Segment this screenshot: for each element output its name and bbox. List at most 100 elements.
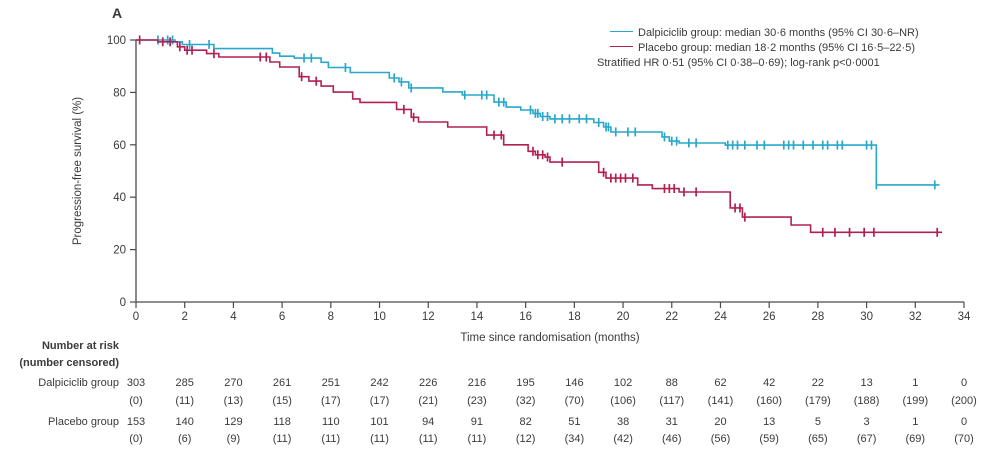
risk-censored: (56) <box>710 433 731 445</box>
risk-censored: (11) <box>370 433 389 445</box>
risk-censored: (23) <box>467 395 487 407</box>
x-tick-label: 24 <box>714 311 727 323</box>
risk-count: 91 <box>470 416 484 428</box>
risk-censored: (17) <box>369 395 390 407</box>
x-tick-label: 2 <box>182 311 188 323</box>
x-tick-label: 12 <box>422 311 435 323</box>
x-tick-label: 32 <box>909 311 922 323</box>
x-tick-label: 6 <box>279 311 285 323</box>
x-tick-label: 28 <box>811 311 824 323</box>
risk-censored: (199) <box>902 395 929 407</box>
risk-censored: (32) <box>515 395 536 407</box>
risk-count: 270 <box>224 377 243 389</box>
risk-censored: (17) <box>321 395 341 407</box>
risk-count: 31 <box>665 416 678 428</box>
risk-censored: (67) <box>856 433 877 445</box>
risk-count: 0 <box>960 416 968 428</box>
risk-row-label: Dalpiciclib group <box>38 377 119 389</box>
survival-curve-placebo <box>136 39 943 234</box>
risk-count: 13 <box>860 377 873 389</box>
risk-censored: (12) <box>515 433 536 445</box>
y-tick-label: 40 <box>113 192 126 204</box>
risk-count: 38 <box>616 416 630 428</box>
placebo-line-swatch <box>610 46 633 48</box>
risk-censored: (0) <box>129 395 143 407</box>
risk-table-subtitle: (number censored) <box>19 357 119 369</box>
risk-censored: (21) <box>418 395 438 407</box>
risk-censored: (15) <box>272 395 292 407</box>
risk-censored: (0) <box>129 433 143 445</box>
risk-count: 285 <box>175 377 194 389</box>
risk-count: 13 <box>763 416 776 428</box>
risk-censored: (70) <box>954 433 974 445</box>
risk-censored: (6) <box>177 433 192 445</box>
legend-placebo-label: Placebo group: median 18·2 months (95% C… <box>638 42 915 54</box>
dalpiciclib-line-swatch <box>610 31 633 33</box>
risk-count: 261 <box>272 377 292 389</box>
legend-stats-label: Stratified HR 0·51 (95% CI 0·38–0·69); l… <box>597 57 880 69</box>
risk-count: 62 <box>714 377 727 389</box>
risk-count: 88 <box>665 377 678 389</box>
risk-censored: (9) <box>226 433 241 445</box>
x-tick-label: 4 <box>230 311 237 323</box>
risk-count: 82 <box>519 416 532 428</box>
risk-count: 0 <box>960 377 968 389</box>
risk-censored: (188) <box>853 395 880 407</box>
risk-censored: (117) <box>659 395 685 407</box>
risk-row-label: Placebo group <box>48 416 119 428</box>
legend: Dalpiciclib group: median 30·6 months (9… <box>597 26 919 71</box>
risk-censored: (65) <box>808 433 828 445</box>
risk-censored: (34) <box>564 433 585 445</box>
risk-count: 251 <box>321 377 340 389</box>
x-tick-label: 34 <box>958 311 971 323</box>
risk-count: 22 <box>811 377 825 389</box>
risk-censored: (141) <box>707 395 734 407</box>
risk-count: 242 <box>370 377 389 389</box>
x-tick-label: 22 <box>665 311 678 323</box>
y-tick-label: 80 <box>113 87 126 99</box>
x-tick-label: 18 <box>568 311 581 323</box>
risk-count: 153 <box>126 416 146 428</box>
risk-count: 5 <box>814 416 821 428</box>
risk-count: 226 <box>419 377 438 389</box>
legend-dalpiciclib-label: Dalpiciclib group: median 30·6 months (9… <box>638 27 919 39</box>
risk-count: 195 <box>516 377 535 389</box>
x-tick-label: 8 <box>328 311 334 323</box>
x-axis-title: Time since randomisation (months) <box>460 332 640 344</box>
risk-count: 42 <box>763 377 776 389</box>
risk-censored: (106) <box>610 395 636 407</box>
risk-censored: (46) <box>662 433 682 445</box>
risk-censored: (11) <box>272 433 292 445</box>
risk-table-title: Number at risk <box>41 340 119 352</box>
y-axis-title: Progression-free survival (%) <box>72 96 84 246</box>
survival-curve-dalpiciclib <box>136 39 940 186</box>
risk-count: 129 <box>224 416 243 428</box>
risk-count: 1 <box>912 377 919 389</box>
risk-count: 51 <box>568 416 581 428</box>
risk-count: 146 <box>565 377 584 389</box>
risk-censored: (59) <box>759 433 779 445</box>
risk-censored: (11) <box>321 433 341 445</box>
risk-censored: (42) <box>613 433 633 445</box>
risk-count: 94 <box>422 416 435 428</box>
y-tick-label: 0 <box>120 297 126 309</box>
y-tick-label: 100 <box>107 35 126 47</box>
legend-row-stats: Stratified HR 0·51 (95% CI 0·38–0·69); l… <box>597 56 919 71</box>
risk-count: 303 <box>126 377 146 389</box>
risk-censored: (11) <box>467 433 487 445</box>
x-tick-label: 26 <box>763 311 776 323</box>
risk-count: 3 <box>863 416 870 428</box>
x-tick-label: 10 <box>373 311 386 323</box>
risk-censored: (11) <box>418 433 438 445</box>
legend-row-dalpiciclib: Dalpiciclib group: median 30·6 months (9… <box>597 26 919 41</box>
risk-count: 118 <box>273 416 291 428</box>
risk-censored: (179) <box>805 395 831 407</box>
y-tick-label: 20 <box>113 245 126 257</box>
risk-censored: (13) <box>223 395 244 407</box>
x-tick-label: 14 <box>471 311 484 323</box>
legend-row-placebo: Placebo group: median 18·2 months (95% C… <box>597 41 919 56</box>
risk-count: 101 <box>370 416 389 428</box>
risk-count: 216 <box>467 377 487 389</box>
